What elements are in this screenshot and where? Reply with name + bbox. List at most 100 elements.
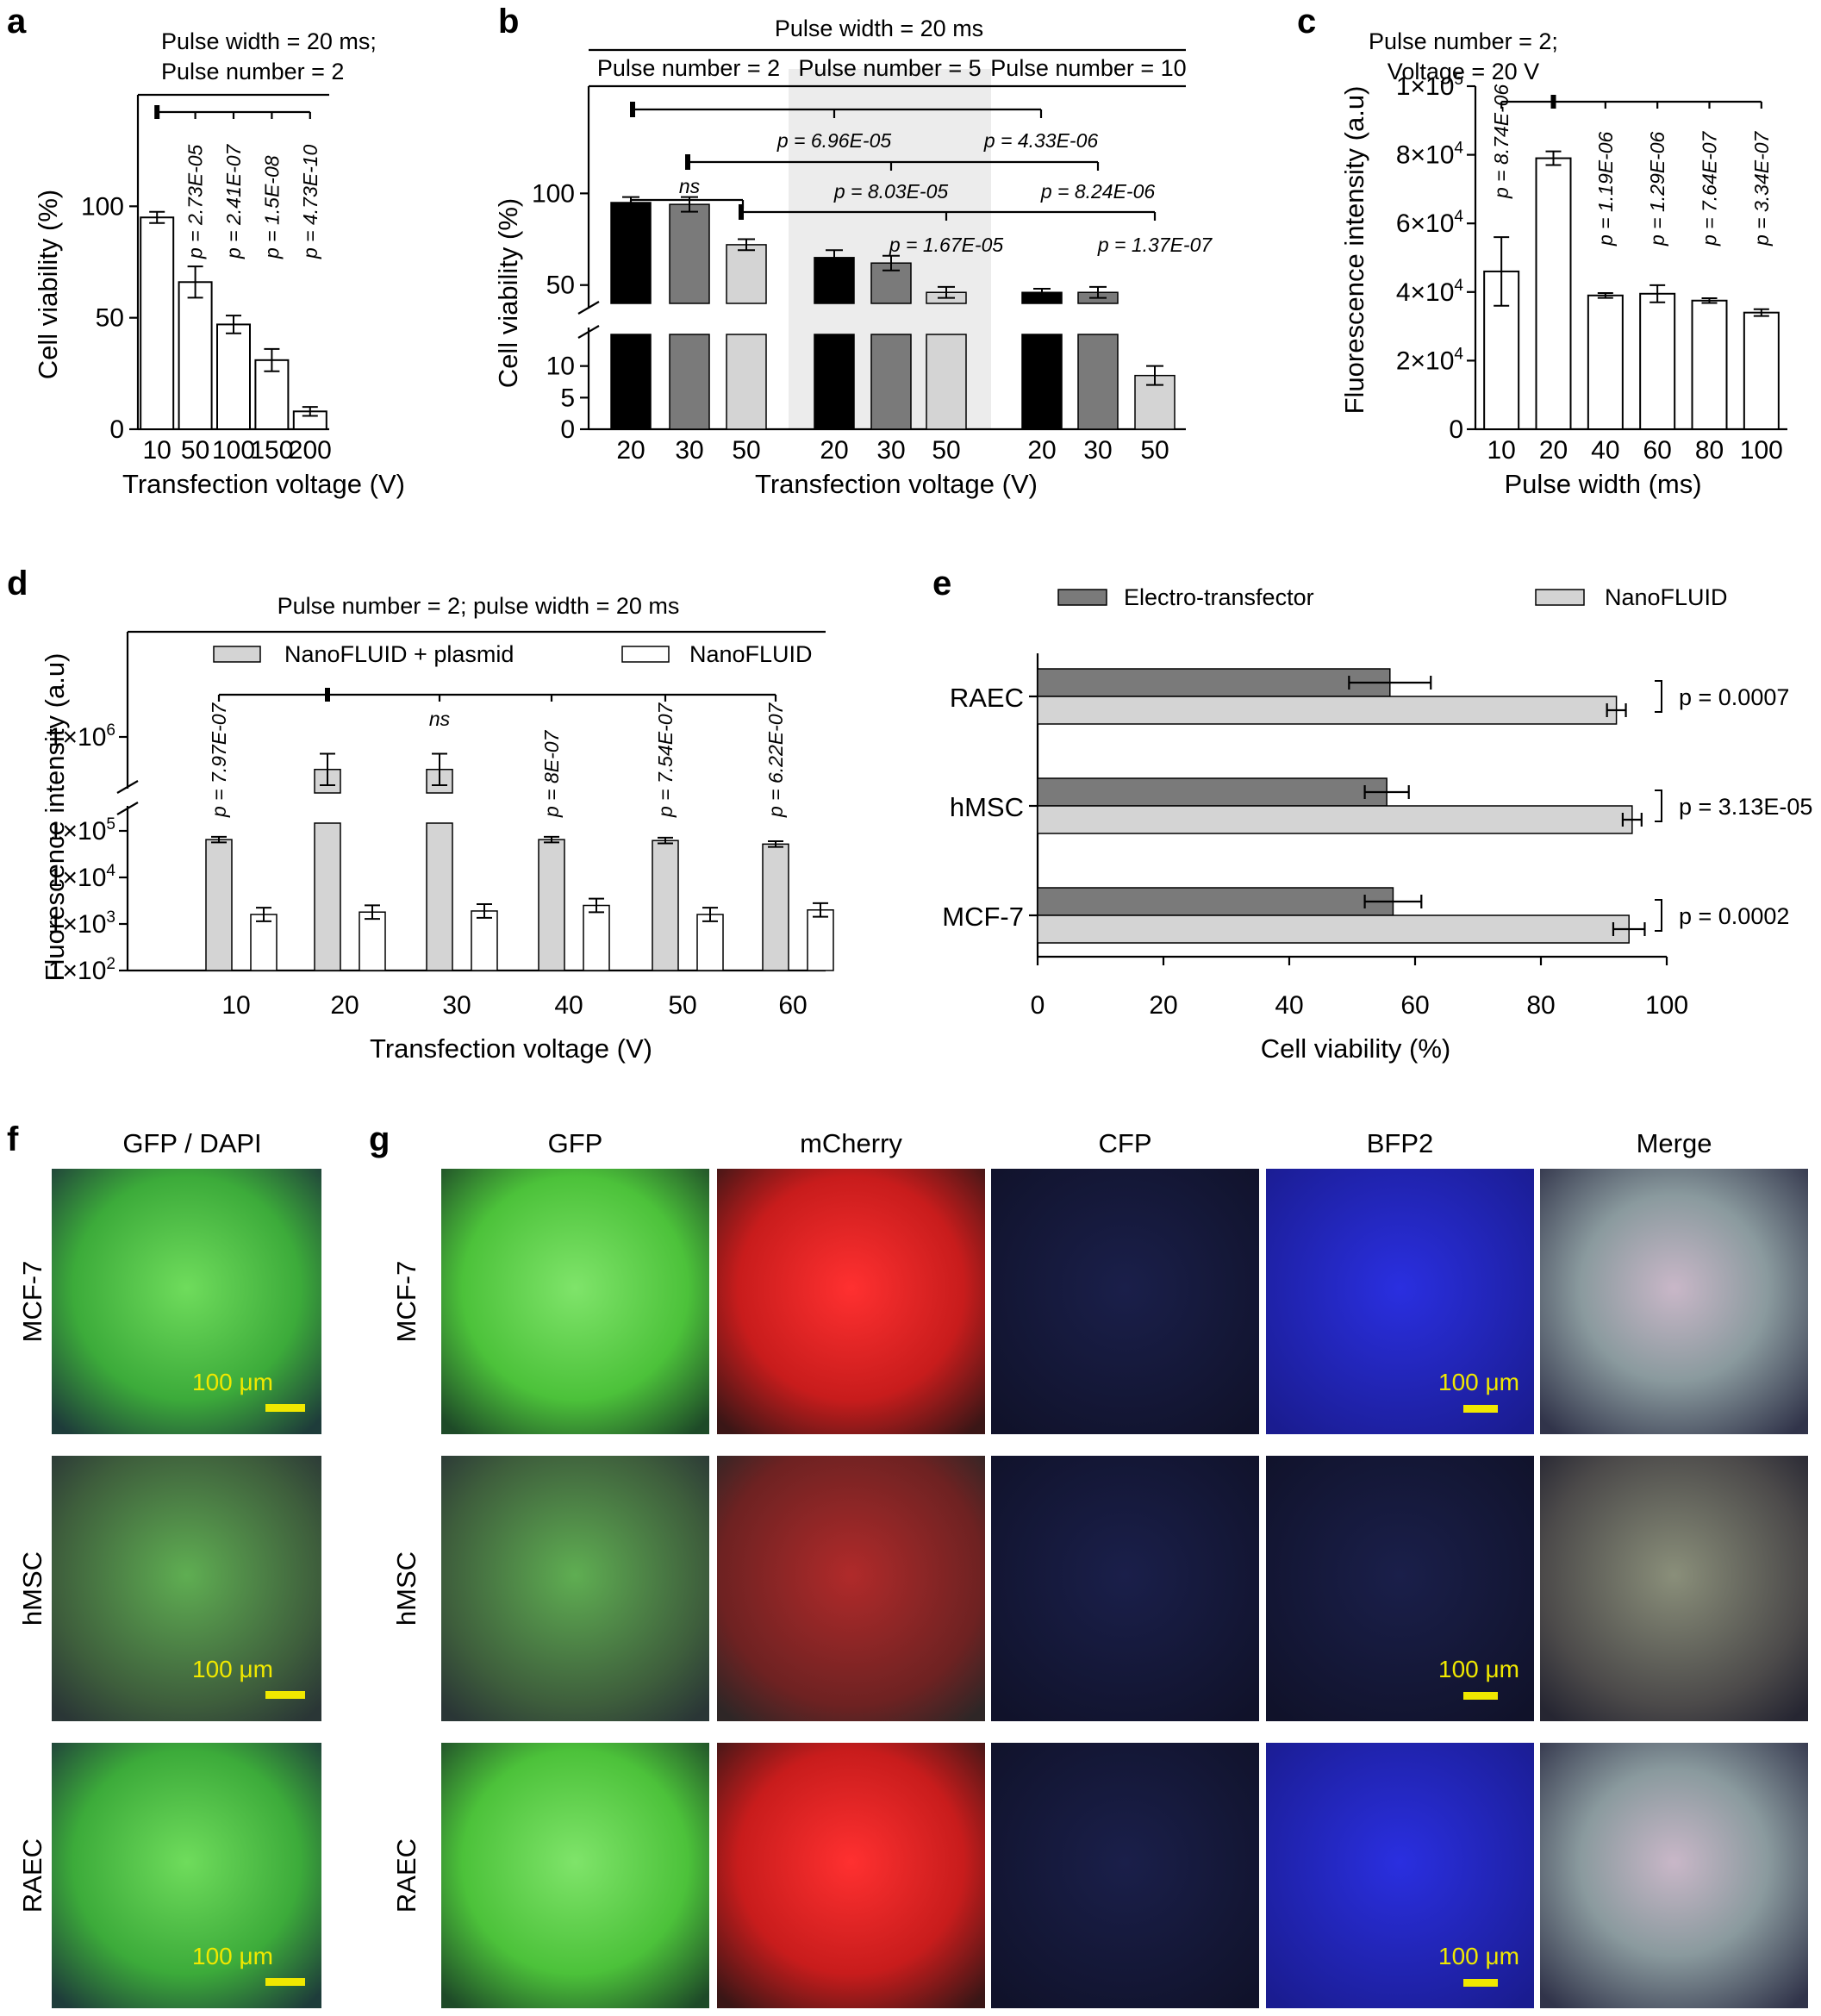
chart-e-xtick-label: 0 (1031, 991, 1045, 1020)
chart-b-bar-lower (1077, 334, 1119, 430)
chart-c-xtick-label: 60 (1643, 436, 1671, 465)
chart-a-xtick-label: 10 (143, 436, 171, 465)
chart-c-bracket-ref (1550, 95, 1556, 109)
chart-b-xtick-label: 20 (820, 436, 848, 465)
chart-b-annotation: p = 8.03E-05 (833, 180, 949, 203)
chart-b-bracket-ref (739, 204, 744, 220)
chart-b-ytick-label: 5 (560, 384, 575, 412)
chart-d-xtick-label: 50 (668, 991, 696, 1020)
micrograph-g-hmsc-bfp2 (1266, 1456, 1534, 1721)
chart-d-pvalue: p = 8E-07 (540, 729, 563, 818)
chart-c-xtick-label: 40 (1591, 436, 1619, 465)
chart-b-xtick-label: 30 (1083, 436, 1112, 465)
chart-e-bar (1037, 668, 1391, 697)
chart-a-xtick-label: 100 (212, 436, 255, 465)
chart-d-xtick-label: 10 (221, 991, 250, 1020)
chart-c-condition-1: Pulse number = 2; (1369, 28, 1558, 54)
micrograph-g-column-title: GFP (548, 1128, 603, 1158)
chart-b-bar-lower (669, 334, 710, 430)
chart-b-xtick-label: 50 (932, 436, 960, 465)
chart-b-group-label: Pulse number = 10 (990, 55, 1186, 81)
micrograph-f-row-label: RAEC (17, 1838, 47, 1913)
chart-a-bar (140, 216, 175, 430)
micrograph-grid: GFP / DAPI MCF-7 100 μm hMSC 100 μm RAEC 100 μ… (17, 1128, 1808, 2008)
micrograph-f-scale-label: 100 μm (192, 1943, 273, 1969)
micrograph-g-raec-gfp (441, 1743, 709, 2008)
chart-e-legend-swatch (1057, 589, 1107, 606)
chart-d-ytick-label: 1×104 (48, 862, 116, 892)
micrograph-g-mcf-7-gfp (441, 1169, 709, 1434)
chart-b-annotation: p = 4.33E-06 (983, 129, 1099, 152)
chart-b-bar-lower (610, 334, 652, 430)
micrograph-g-hmsc-mcherry (717, 1456, 985, 1721)
micrograph-g-column-title: CFP (1099, 1128, 1152, 1158)
chart-c-pvalue: p = 7.64E-07 (1699, 130, 1721, 247)
chart-c-ytick-label: 4×104 (1396, 277, 1464, 307)
chart-b-xtick-label: 20 (1027, 436, 1056, 465)
chart-b-bracket-ref (685, 154, 690, 170)
chart-d-pvalue: p = 7.97E-07 (208, 702, 230, 818)
chart-b-xtick-label: 30 (876, 436, 905, 465)
chart-d-xtick-label: 20 (330, 991, 359, 1020)
chart-a-bar (178, 281, 213, 430)
chart-b-bar-lower (870, 334, 912, 430)
chart-e: Cell viability (%) Electro-transfector Na… (942, 584, 1812, 1064)
micrograph-g-mcf-7-mcherry (717, 1169, 985, 1434)
chart-b-annotation: p = 1.67E-05 (889, 234, 1004, 256)
chart-d-ytick-label: 1×106 (48, 721, 115, 752)
chart-d-bar (538, 839, 565, 971)
chart-a-pvalue: p = 1.5E-08 (260, 155, 283, 259)
chart-b-xtick-label: 30 (675, 436, 703, 465)
chart-c-bar (1743, 311, 1780, 430)
micrograph-f-scale-bar (265, 1404, 305, 1412)
chart-d-bar (359, 911, 386, 971)
chart-d-annotation: ns (429, 708, 451, 730)
chart-d: Pulse number = 2; pulse width = 20 ms Fl… (40, 593, 834, 1064)
panel-label-a: a (7, 3, 27, 41)
chart-e-xtick-label: 40 (1275, 991, 1303, 1020)
chart-c-bar (1535, 157, 1572, 431)
micrograph-f-scale-bar (265, 1691, 305, 1699)
chart-c-xtick-label: 80 (1695, 436, 1724, 465)
chart-d-bar (205, 839, 233, 971)
micrograph-g-column-title: BFP2 (1367, 1128, 1434, 1158)
micrograph-g-row-label: MCF-7 (391, 1261, 421, 1343)
chart-d-bar (696, 914, 724, 971)
chart-d-bar (250, 914, 278, 971)
chart-e-xlabel: Cell viability (%) (1261, 1033, 1450, 1064)
micrograph-f-raec (52, 1743, 321, 2008)
micrograph-f-row-label: hMSC (17, 1551, 47, 1626)
micrograph-g-mcf-7-cfp (991, 1169, 1259, 1434)
micrograph-f-hmsc (52, 1456, 321, 1721)
chart-d-pvalue: p = 6.22E-07 (764, 702, 787, 818)
chart-d-bar-lower (426, 822, 453, 971)
chart-a-bracket-ref (154, 105, 160, 119)
chart-d-ytick-label: 1×103 (48, 908, 115, 939)
chart-a-condition-2: Pulse number = 2 (161, 59, 344, 84)
chart-d-bar (583, 904, 610, 971)
chart-a-xtick-label: 50 (181, 436, 209, 465)
chart-c-bar (1639, 292, 1676, 431)
chart-d-axis-break-2 (116, 780, 139, 794)
chart-b-annotation: p = 8.24E-06 (1040, 180, 1156, 203)
chart-e-bracket (1655, 790, 1662, 822)
micrograph-g-hmsc-gfp (441, 1456, 709, 1721)
chart-c-pvalue: p = 1.29E-06 (1646, 131, 1668, 247)
chart-e-legend-label: Electro-transfector (1124, 584, 1314, 610)
chart-d-bar (652, 839, 679, 971)
micrograph-f-scale-bar (265, 1978, 305, 1986)
micrograph-g-column-title: Merge (1637, 1128, 1712, 1158)
chart-e-xtick-label: 60 (1400, 991, 1429, 1020)
chart-b-bar-lower (814, 334, 855, 430)
chart-e-category-label: RAEC (950, 683, 1024, 713)
chart-a-ytick-label: 100 (81, 192, 124, 221)
chart-b-bar-lower (1021, 334, 1063, 430)
chart-d-xlabel: Transfection voltage (V) (370, 1033, 652, 1064)
chart-b-annotation: p = 6.96E-05 (776, 129, 892, 152)
chart-d-bracket-ref (325, 688, 330, 702)
panel-label-f: f (7, 1120, 19, 1158)
chart-d-axis-break-1 (116, 802, 139, 815)
chart-a: Pulse width = 20 ms; Pulse number = 2 Ce… (33, 28, 405, 499)
chart-e-legend-swatch (1535, 589, 1585, 606)
